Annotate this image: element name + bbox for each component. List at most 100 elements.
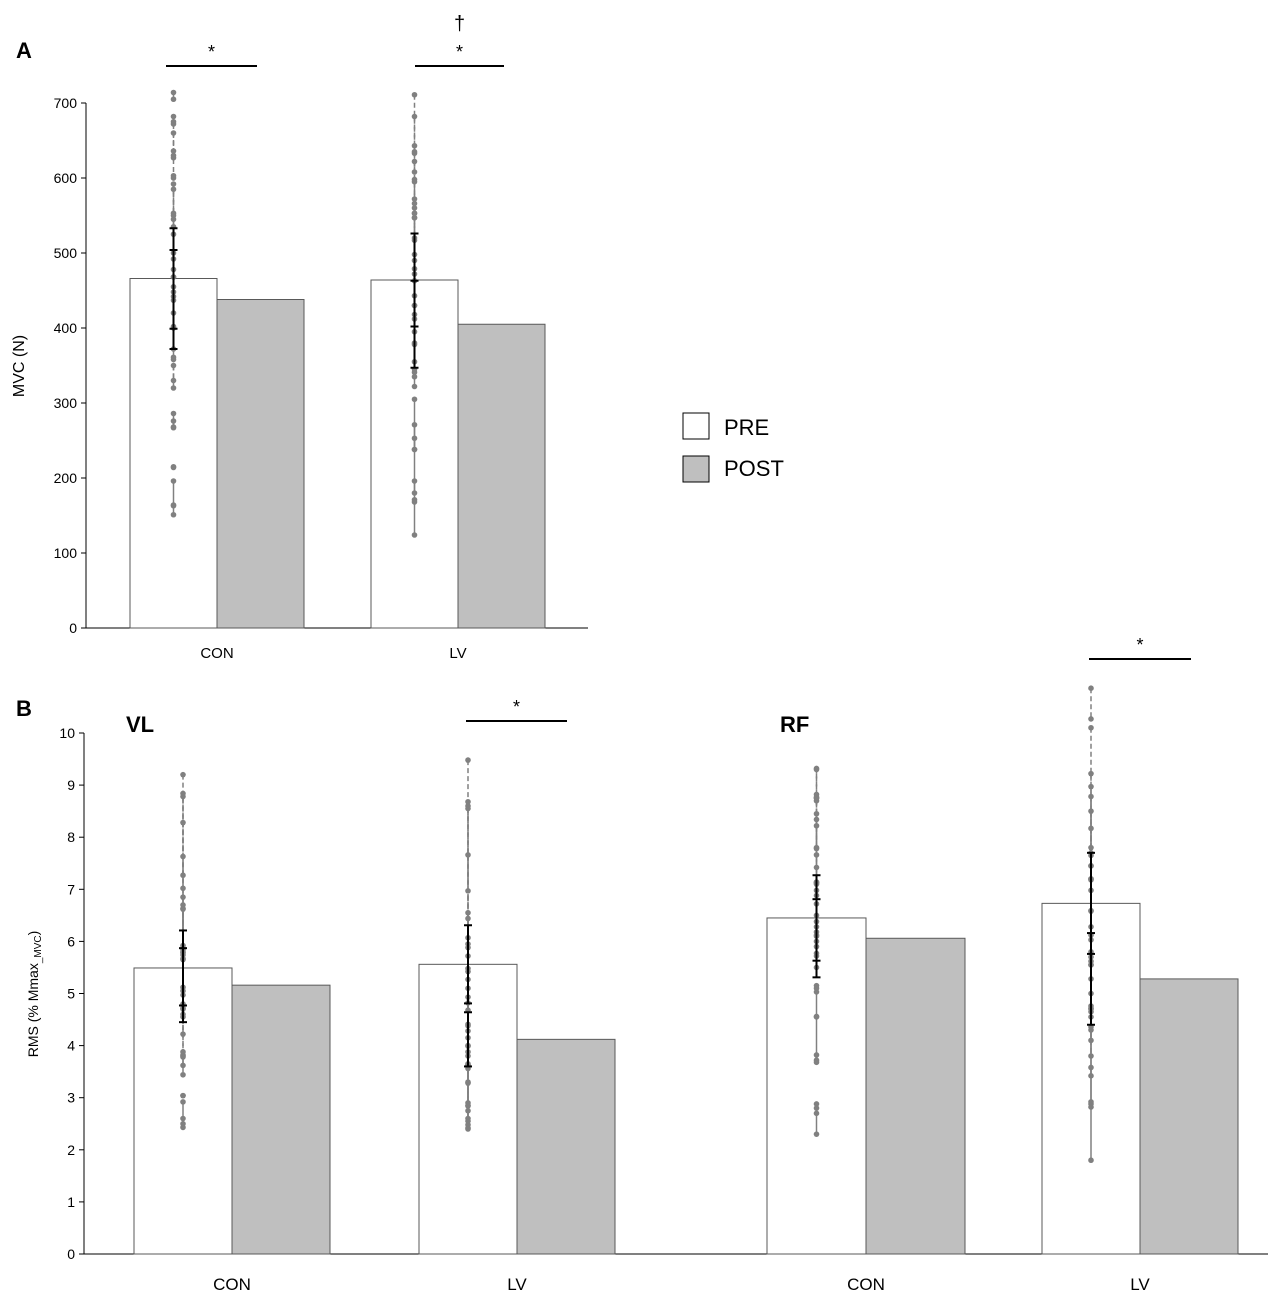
panel-a-individual-pre-dot [411,421,418,428]
panel-a-individual-pre-dot [411,396,418,403]
panel-b-individual-pre-dot [1088,844,1094,851]
panel-a-individual-post-dot [170,113,177,120]
panel-a-ytick-label: 700 [54,95,78,111]
panel-a-individual-pre-dot [170,148,177,154]
panel-a-significance-star: * [208,42,215,62]
panel-a-individual-pre-dot [170,418,177,424]
panel-a-ytick-label: 500 [54,245,78,261]
panel-b-individual-post-dot [813,1013,820,1020]
panel-b-individual-post-dot [180,1092,186,1099]
panel-b-ytick-label: 3 [67,1090,75,1106]
panel-b-significance-star: * [1136,635,1143,655]
legend-pre-swatch [682,412,710,440]
panel-a-individual-post-dot [170,424,177,431]
panel-b-individual-post-dot [180,1049,186,1055]
panel-a-ylabel: MVC (N) [11,335,28,397]
panel-b-ylabel-sub: _MVC [33,935,44,964]
panel-b-bar-post [231,984,331,1255]
panel-b-ytick-label: 0 [67,1246,75,1262]
panel-b-individual-post-dot [180,790,186,797]
panel-a-ytick-label: 0 [69,620,77,636]
panel-b-individual-pre-dot [1088,793,1094,800]
panel-a-individual-pre-dot [170,502,177,509]
panel-b-individual-pre-dot [465,1103,471,1109]
panel-b-category-label: CON [213,1275,251,1294]
panel-a-plot: 0 100 200 300 400 500 600 700 CON * LV * † [54,13,588,662]
muscle-label-rf: RF [780,712,809,737]
panel-b-individual-post-dot [180,906,186,912]
panel-b-individual-pre-dot [180,1062,186,1069]
panel-b-individual-pre-dot [180,1099,186,1105]
muscle-label-vl: VL [126,712,154,737]
panel-b-individual-post-dot [813,1052,820,1058]
panel-b-individual-pre-dot [465,798,471,805]
panel-a-individual-post-dot [170,154,177,161]
panel-a-individual-post-dot [170,511,177,518]
panel-b-significance-star: * [513,697,520,717]
panel-a-ytick-label: 600 [54,170,78,186]
panel-a-individual-pre-dot [170,478,177,484]
panel-b-bar-post [865,937,966,1255]
panel-b-individual-post-dot [1088,1157,1094,1164]
panel-b-individual-post-dot [813,985,820,992]
panel-b-category-label: CON [847,1275,885,1294]
panel-a-individual-pre-dot [411,91,418,98]
panel-a-individual-pre-dot [170,130,177,136]
panel-b-individual-post-dot [813,1131,820,1137]
panel-a-individual-pre-dot [411,178,418,185]
panel-b-individual-pre-dot [1088,783,1094,790]
panel-a-individual-pre-dot [170,362,177,369]
panel-b-individual-pre-dot [813,1101,820,1107]
panel-a-individual-post-dot [170,385,177,391]
panel-b-individual-pre-dot [1088,808,1094,814]
panel-a-individual-pre-dot [411,113,418,120]
panel-b-individual-post-dot [180,819,186,826]
panel-b-individual-pre-dot [465,805,471,812]
panel-a-individual-pre-dot [411,196,418,202]
panel-b-individual-post-dot [813,766,820,773]
panel-b-individual-pre-dot [1088,685,1094,691]
panel-b-individual-pre-dot [180,771,186,778]
panel-a-ytick-label: 100 [54,545,78,561]
panel-b-ylabel-end: ) [25,931,41,936]
panel-b-ylabel: RMS (% Mmax_MVC) [25,931,44,1058]
panel-b-individual-pre-dot [1088,770,1094,777]
panel-a-bar-post [457,323,546,629]
legend-post-label: POST [724,456,784,481]
panel-a-individual-pre-dot [411,142,418,149]
panel-a-individual-pre-dot [411,148,418,155]
panel-a-label: A [16,38,32,63]
panel-b-bar-post [516,1038,616,1255]
panel-b-bar-post [1139,978,1239,1255]
panel-b-individual-post-dot [1088,716,1094,722]
panel-a-individual-pre-dot [411,369,418,376]
panel-b-ytick-label: 10 [59,725,75,741]
panel-a-ytick-label: 400 [54,320,78,336]
panel-b-individual-pre-dot [813,864,820,871]
panel-b-individual-pre-dot [465,852,471,858]
panel-a-individual-pre-dot [170,354,177,361]
panel-a-individual-post-dot [411,383,418,390]
panel-a-individual-post-dot [170,96,177,103]
panel-a-significance-star: * [456,42,463,62]
panel-a-individual-pre-dot [411,214,418,221]
panel-a-individual-pre-dot [411,435,418,442]
panel-b-individual-pre-dot [180,872,186,879]
panel-a-individual-pre-dot [170,186,177,193]
panel-b-individual-pre-dot [813,852,820,858]
panel-b-ytick-label: 9 [67,777,75,793]
panel-b-ytick-label: 1 [67,1194,75,1210]
panel-b-individual-pre-dot [465,909,471,916]
panel-a-individual-post-dot [170,463,177,470]
panel-b-ytick-label: 2 [67,1142,75,1158]
panel-b-individual-post-dot [465,1125,471,1131]
panel-b-individual-post-dot [813,795,820,801]
panel-b-individual-post-dot [180,1071,186,1078]
panel-b-individual-post-dot [465,1080,471,1086]
panel-a-individual-pre-dot [170,89,177,96]
panel-b-individual-pre-dot [1088,724,1094,731]
panel-a-individual-post-dot [411,532,418,538]
panel-a-bar-post [216,299,305,629]
panel-b-individual-pre-dot [465,757,471,763]
panel-a-individual-pre-dot [170,181,177,187]
